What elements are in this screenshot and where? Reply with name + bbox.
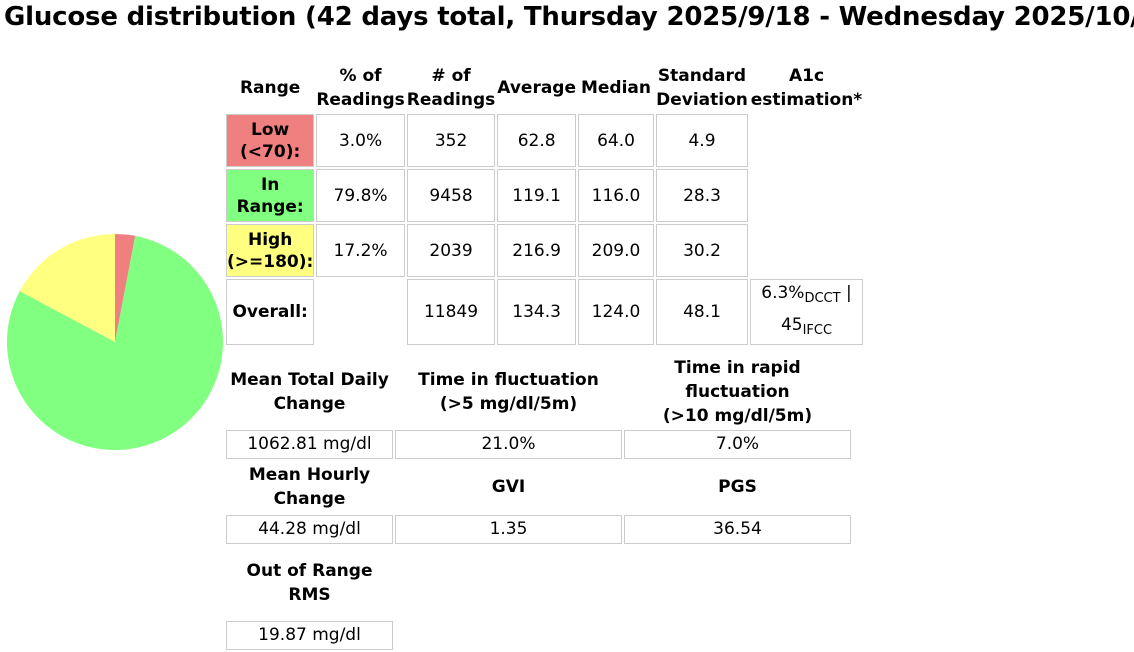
gvi-value: 1.35 bbox=[395, 515, 622, 544]
pie-slice bbox=[6, 235, 223, 450]
distribution-table: Range % of Readings # of Readings Average … bbox=[224, 62, 865, 347]
range-label-low: Low (<70): bbox=[226, 114, 315, 167]
header-percent-readings: % of Readings bbox=[316, 66, 405, 110]
empty-cell bbox=[750, 114, 863, 167]
count-cell: 11849 bbox=[406, 279, 496, 345]
header-out-of-range-rms: Out of Range RMS bbox=[246, 560, 373, 605]
header-average: Average bbox=[497, 78, 576, 98]
a1c-dcct-unit: DCCT bbox=[804, 291, 841, 306]
overall-row: Overall: 11849 134.3 124.0 48.1 6.3%DCCT… bbox=[226, 279, 863, 345]
time-in-rapid-fluctuation-value: 7.0% bbox=[624, 430, 851, 459]
pie-slice bbox=[115, 234, 136, 342]
average-cell: 216.9 bbox=[497, 224, 576, 277]
glucose-pie-chart bbox=[6, 234, 223, 450]
median-cell: 116.0 bbox=[578, 169, 654, 222]
a1c-separator: | bbox=[840, 283, 852, 303]
header-mean-hourly-change: Mean Hourly Change bbox=[248, 465, 371, 509]
median-cell: 209.0 bbox=[578, 224, 654, 277]
variability-value-row-1: 1062.81 mg/dl 21.0% 7.0% bbox=[226, 430, 851, 459]
percent-cell: 17.2% bbox=[316, 224, 405, 277]
median-cell: 64.0 bbox=[578, 114, 654, 167]
range-row-high: High (>=180): 17.2% 2039 216.9 209.0 30.2 bbox=[226, 224, 863, 277]
average-cell: 134.3 bbox=[497, 279, 576, 345]
a1c-ifcc-unit: IFCC bbox=[802, 323, 833, 338]
empty-cell bbox=[624, 621, 851, 650]
header-time-in-fluctuation: Time in fluctuation (>5 mg/dl/5m) bbox=[418, 369, 599, 414]
page-title: Glucose distribution (42 days total, Thu… bbox=[4, 2, 1134, 32]
header-mean-total-daily-change: Mean Total Daily Change bbox=[230, 369, 389, 414]
count-cell: 2039 bbox=[406, 224, 496, 277]
empty-cell bbox=[395, 621, 622, 650]
empty-percent-cell bbox=[316, 279, 404, 345]
percent-cell: 3.0% bbox=[316, 114, 405, 167]
count-cell: 352 bbox=[406, 114, 496, 167]
average-cell: 119.1 bbox=[497, 169, 576, 222]
empty-cell bbox=[750, 169, 863, 222]
header-pgs: PGS bbox=[718, 477, 757, 497]
variability-header-row-2: Mean Hourly Change GVI PGS bbox=[226, 461, 851, 513]
pgs-value: 36.54 bbox=[624, 515, 851, 544]
sd-cell: 28.3 bbox=[656, 169, 748, 222]
header-standard-deviation: Standard Deviation bbox=[656, 66, 748, 110]
out-of-range-rms-value: 19.87 mg/dl bbox=[226, 621, 393, 650]
range-label-in-range: In Range: bbox=[226, 169, 315, 222]
average-cell: 62.8 bbox=[497, 114, 576, 167]
variability-header-row-3: Out of Range RMS bbox=[226, 546, 851, 619]
sd-cell: 4.9 bbox=[656, 114, 748, 167]
overall-label: Overall: bbox=[226, 279, 315, 345]
empty-cell bbox=[750, 224, 863, 277]
a1c-ifcc: 45 bbox=[780, 315, 803, 335]
percent-cell: 79.8% bbox=[316, 169, 405, 222]
empty-header bbox=[624, 546, 851, 619]
mean-hourly-change-value: 44.28 mg/dl bbox=[226, 515, 393, 544]
header-time-in-rapid-fluctuation: Time in rapid fluctuation (>10 mg/dl/5m) bbox=[662, 357, 813, 426]
a1c-estimation-cell: 6.3%DCCT | 45IFCC bbox=[750, 279, 863, 345]
median-cell: 124.0 bbox=[578, 279, 654, 345]
header-a1c-estimation: A1c estimation* bbox=[750, 66, 863, 110]
range-row-low: Low (<70): 3.0% 352 62.8 64.0 4.9 bbox=[226, 114, 863, 167]
pie-slice bbox=[19, 234, 115, 342]
variability-value-row-2: 44.28 mg/dl 1.35 36.54 bbox=[226, 515, 851, 544]
variability-header-row-1: Mean Total Daily Change Time in fluctuati… bbox=[226, 355, 851, 428]
range-label-high: High (>=180): bbox=[226, 224, 315, 277]
time-in-fluctuation-value: 21.0% bbox=[395, 430, 622, 459]
header-gvi: GVI bbox=[491, 477, 526, 497]
sd-cell: 48.1 bbox=[656, 279, 748, 345]
mean-total-daily-change-value: 1062.81 mg/dl bbox=[226, 430, 393, 459]
distribution-header-row: Range % of Readings # of Readings Average … bbox=[226, 64, 863, 112]
count-cell: 9458 bbox=[406, 169, 496, 222]
header-range: Range bbox=[239, 78, 301, 98]
range-row-in-range: In Range: 79.8% 9458 119.1 116.0 28.3 bbox=[226, 169, 863, 222]
empty-header bbox=[395, 546, 622, 619]
header-median: Median bbox=[580, 78, 652, 98]
sd-cell: 30.2 bbox=[656, 224, 748, 277]
header-number-readings: # of Readings bbox=[406, 66, 496, 110]
variability-value-row-3: 19.87 mg/dl bbox=[226, 621, 851, 650]
variability-table: Mean Total Daily Change Time in fluctuati… bbox=[224, 353, 853, 652]
a1c-dcct: 6.3% bbox=[761, 283, 805, 303]
